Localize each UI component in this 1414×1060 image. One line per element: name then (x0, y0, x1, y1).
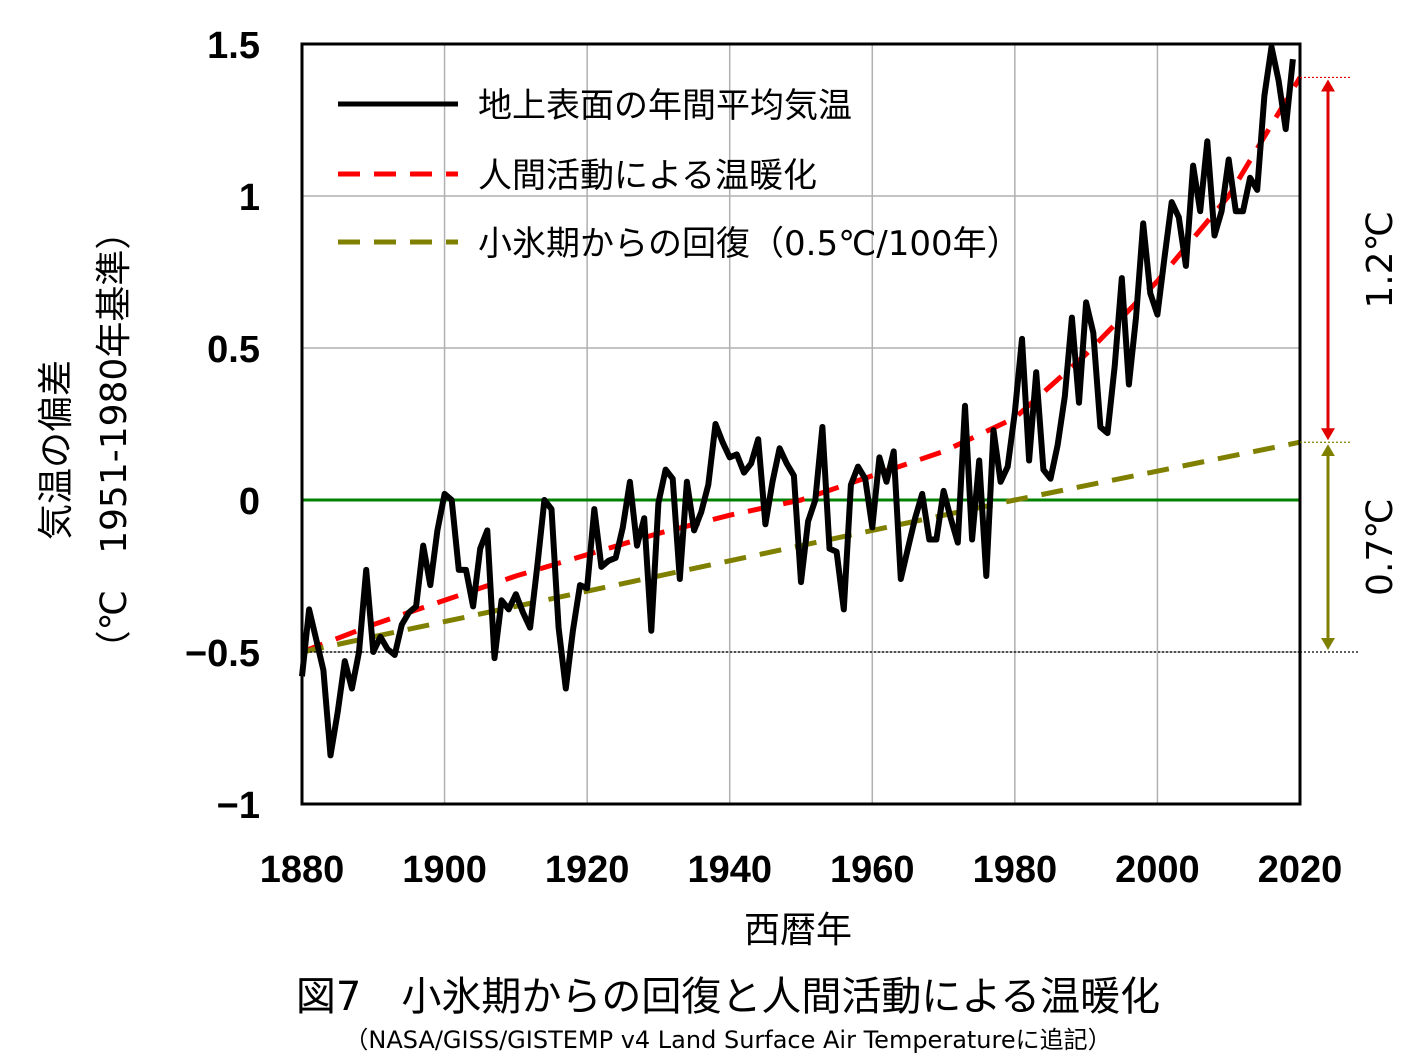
y-axis-title-line2: （℃ 1951-1980年基準） (94, 214, 135, 667)
x-tick-label: 1880 (260, 849, 345, 891)
x-tick-label: 1980 (973, 849, 1058, 891)
y-tick-label: 0.5 (207, 329, 260, 371)
series-observed-line (299, 44, 1296, 759)
x-tick-label: 2020 (1258, 849, 1343, 891)
x-tick-label: 1960 (830, 849, 915, 891)
legend-label-human: 人間活動による温暖化 (478, 156, 817, 196)
y-tick-label: −0.5 (185, 633, 260, 675)
source-note: （NASA/GISS/GISTEMP v4 Land Surface Air T… (344, 1026, 1111, 1054)
y-tick-label: 1 (239, 177, 260, 219)
series-human-warming-line (301, 76, 1303, 655)
series-layer (299, 44, 1303, 759)
y-tick-label: −1 (217, 785, 260, 827)
annotation-0-7c: 0.7℃ (1360, 498, 1401, 596)
y-tick-label: 0 (239, 481, 260, 523)
annotations: 1.2℃ 0.7℃ (302, 76, 1401, 653)
plot-frame (300, 42, 1302, 806)
y-axis-title-line1: 気温の偏差 (36, 360, 77, 540)
x-tick-label: 2000 (1115, 849, 1200, 891)
legend: 地上表面の年間平均気温 人間活動による温暖化 小氷期からの回復（0.5℃/100… (338, 86, 1021, 264)
figure-caption: 図7 小氷期からの回復と人間活動による温暖化 (296, 974, 1160, 1020)
x-tick-label: 1900 (402, 849, 487, 891)
annotation-1-2c: 1.2℃ (1360, 211, 1401, 309)
x-tick-label: 1940 (687, 849, 772, 891)
x-tick-label: 1920 (545, 849, 630, 891)
legend-label-observed: 地上表面の年間平均気温 (478, 86, 852, 126)
legend-label-recovery: 小氷期からの回復（0.5℃/100年） (478, 224, 1021, 264)
series-lia-recovery-line (301, 439, 1301, 655)
y-tick-label: 1.5 (207, 25, 260, 67)
tick-labels: 1880 1900 1920 1940 1960 1980 2000 2020 1.5 1 0.5 0… (185, 25, 1342, 891)
x-axis-title: 西暦年 (744, 910, 852, 951)
